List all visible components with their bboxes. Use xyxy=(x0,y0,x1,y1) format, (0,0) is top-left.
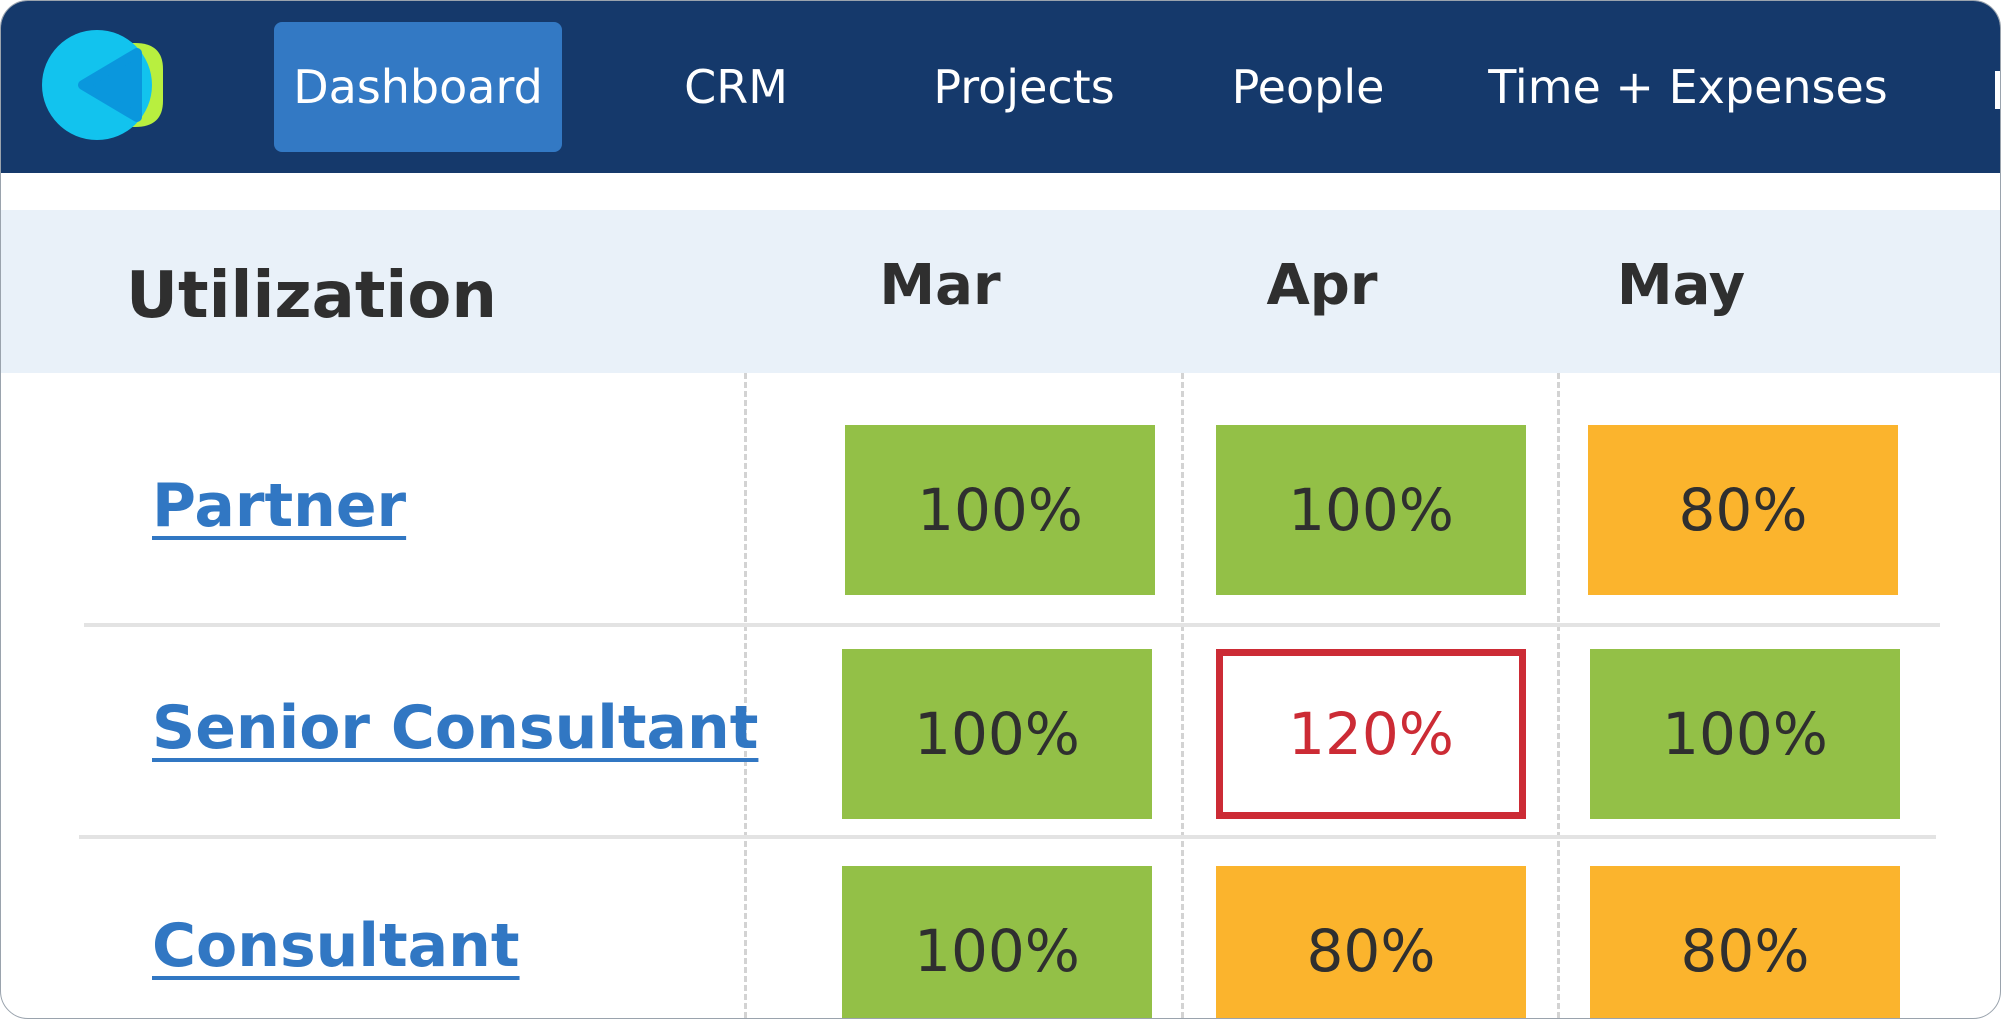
nav-tab-time-expenses[interactable]: Time + Expenses xyxy=(1488,60,1888,114)
utilization-cell-consultant-apr: 80% xyxy=(1216,866,1526,1018)
month-header-may: May xyxy=(1616,253,1746,318)
utilization-cell-senior-consultant-mar: 100% xyxy=(842,649,1152,819)
utilization-cell-partner-mar: 100% xyxy=(845,425,1155,595)
utilization-cell-partner-apr: 100% xyxy=(1216,425,1526,595)
column-divider xyxy=(1181,373,1184,1018)
utilization-title: Utilization xyxy=(126,259,497,333)
row-divider xyxy=(84,623,1940,627)
top-nav: Dashboard CRM Projects People Time + Exp… xyxy=(1,1,2000,173)
month-header-mar: Mar xyxy=(879,253,1001,318)
nav-overflow-indicator xyxy=(1995,71,2000,109)
utilization-cell-consultant-mar: 100% xyxy=(842,866,1152,1018)
utilization-cell-consultant-may: 80% xyxy=(1590,866,1900,1018)
utilization-cell-senior-consultant-apr: 120% xyxy=(1216,649,1526,819)
nav-tab-people[interactable]: People xyxy=(1231,60,1385,114)
column-divider xyxy=(1557,373,1560,1018)
nav-tab-projects[interactable]: Projects xyxy=(933,60,1115,114)
nav-tab-dashboard[interactable]: Dashboard xyxy=(274,22,562,152)
row-divider xyxy=(79,835,1936,839)
utilization-header xyxy=(1,210,2000,373)
role-link-consultant[interactable]: Consultant xyxy=(152,911,520,981)
column-divider xyxy=(744,373,747,1018)
role-link-partner[interactable]: Partner xyxy=(152,471,407,541)
app-logo xyxy=(42,30,163,140)
nav-tab-crm[interactable]: CRM xyxy=(684,60,788,114)
month-header-apr: Apr xyxy=(1266,253,1378,318)
utilization-cell-senior-consultant-may: 100% xyxy=(1590,649,1900,819)
utilization-cell-partner-may: 80% xyxy=(1588,425,1898,595)
role-link-senior-consultant[interactable]: Senior Consultant xyxy=(152,693,759,763)
